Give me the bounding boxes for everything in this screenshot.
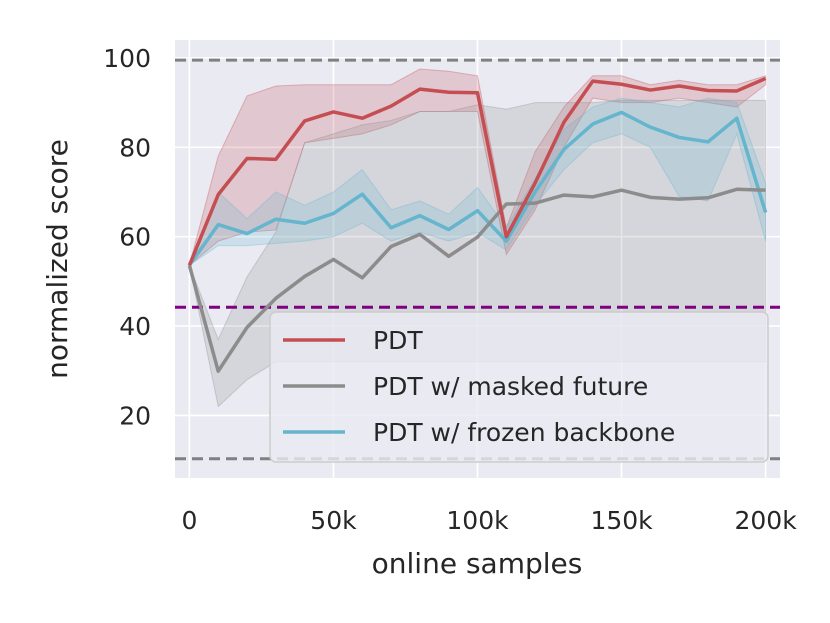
x-tick-label: 50k	[310, 506, 357, 535]
y-tick-label: 20	[119, 401, 151, 430]
series-line-pdt-w-masked-future	[187, 187, 766, 373]
x-tick-label: 200k	[734, 506, 797, 535]
y-tick-label: 80	[119, 133, 151, 162]
series-line-pdt	[187, 76, 767, 266]
x-tick-label: 100k	[446, 506, 509, 535]
x-tick-labels: 0 50k 100k 150k 200k	[181, 506, 797, 535]
y-tick-labels: 20 40 60 80 100	[103, 44, 151, 431]
y-tick-label: 40	[119, 312, 151, 341]
y-tick-label: 100	[103, 44, 151, 73]
series-lines	[187, 76, 768, 373]
series-line-pdt-w-frozen-backbone	[187, 110, 768, 267]
legend-label-pdt: PDT	[373, 326, 423, 355]
legend: PDT PDT w/ masked future PDT w/ frozen b…	[269, 311, 769, 463]
legend-label-masked-future: PDT w/ masked future	[373, 372, 648, 401]
y-axis-label: normalized score	[41, 139, 74, 379]
x-tick-label: 0	[181, 506, 197, 535]
x-tick-label: 150k	[590, 506, 653, 535]
y-tick-label: 60	[119, 223, 151, 252]
x-axis-label: online samples	[372, 547, 583, 580]
legend-box	[269, 311, 769, 463]
legend-label-frozen-backbone: PDT w/ frozen backbone	[373, 418, 675, 447]
